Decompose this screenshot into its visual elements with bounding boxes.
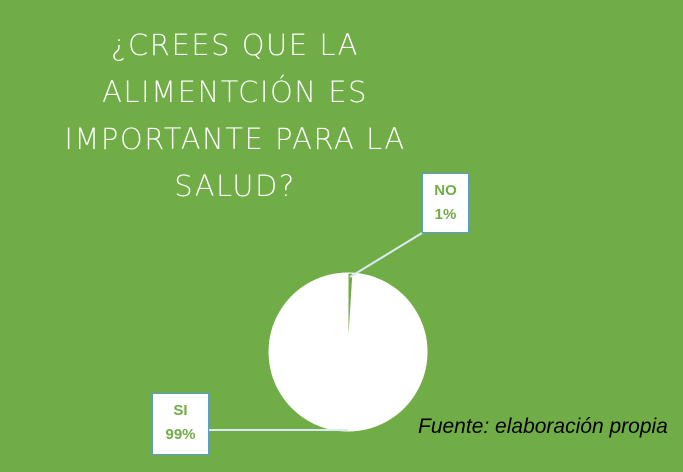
chart-title: ¿CREES QUE LA ALIMENTCIÓN ES IMPORTANTE … [64,28,406,203]
annotation: Fuente: elaboración propia [418,415,668,438]
leader-line [349,232,423,278]
data-label: SI 99% [152,393,209,455]
value-label: 99% [165,426,196,443]
pie-slice [268,272,428,432]
category-label: SI [173,402,188,419]
category-label: NO [434,182,457,199]
data-label: NO 1% [422,173,469,233]
value-label: 1% [434,206,457,223]
